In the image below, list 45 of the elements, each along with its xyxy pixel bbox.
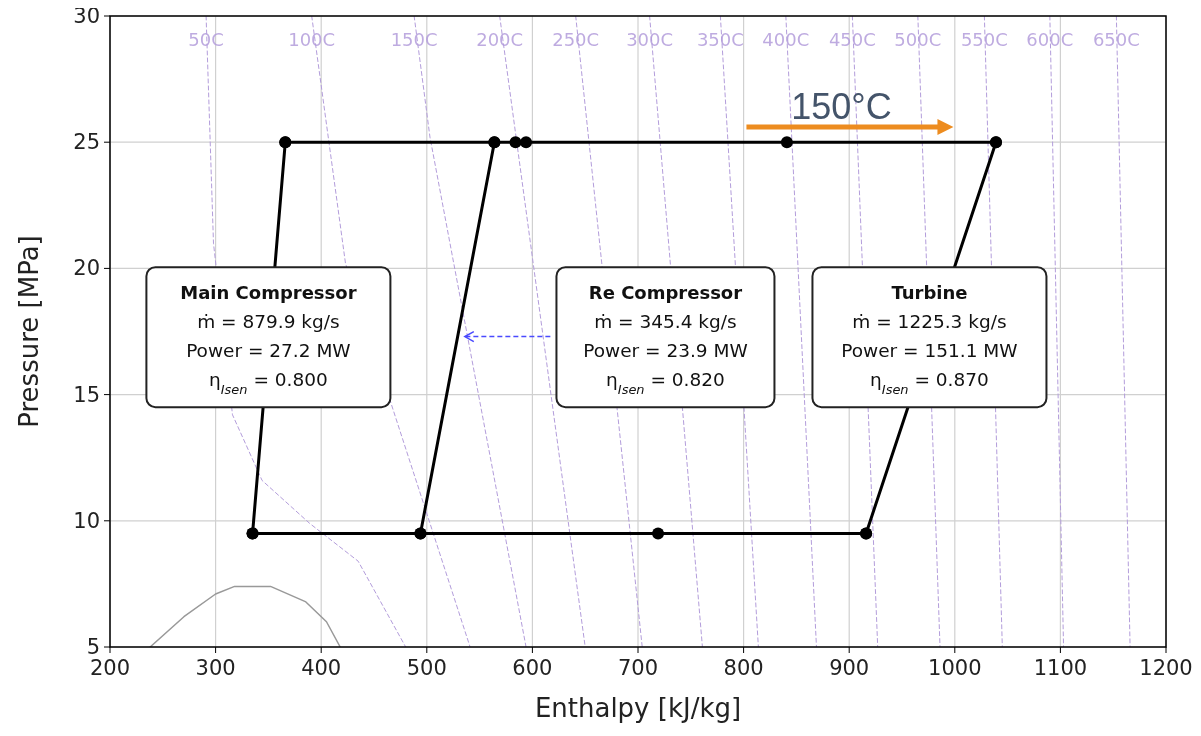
series-label: 350C xyxy=(696,29,744,50)
y-tick-label: 30 xyxy=(73,4,100,28)
annotation: Turbine xyxy=(891,282,968,304)
annotation: η$_{Isen}$ = 0.820 xyxy=(606,369,725,397)
y-tick-label: 25 xyxy=(73,130,100,155)
y-tick-label: 20 xyxy=(73,256,100,281)
series-label: 500C xyxy=(894,29,942,50)
annotation: Power = 27.2 MW xyxy=(186,340,351,362)
series-label: 100C xyxy=(288,29,336,50)
x-tick-label: 1100 xyxy=(1033,656,1088,680)
series-label: 550C xyxy=(960,29,1008,50)
y-tick-label: 5 xyxy=(86,635,100,659)
x-axis-title: Enthalpy [kJ/kg] xyxy=(534,693,742,723)
x-tick-label: 1200 xyxy=(1139,656,1193,680)
x-tick-label: 500 xyxy=(406,656,447,680)
x-tick-label: 600 xyxy=(512,656,553,680)
annotation: 150°C xyxy=(791,86,892,128)
series-label: 300C xyxy=(626,29,674,50)
annotation: η$_{Isen}$ = 0.870 xyxy=(870,369,989,397)
series-label: 150C xyxy=(390,29,438,50)
x-tick-label: 1000 xyxy=(928,656,982,680)
x-tick-label: 700 xyxy=(617,656,659,680)
annotation: η$_{Isen}$ = 0.800 xyxy=(209,369,328,397)
x-tick-label: 300 xyxy=(195,656,236,680)
annotation: ṁ = 345.4 kg/s xyxy=(594,311,737,333)
x-tick-label: 900 xyxy=(829,656,870,680)
series-label: 200C xyxy=(476,29,524,50)
series-label: 600C xyxy=(1026,29,1074,50)
x-tick-label: 400 xyxy=(301,656,342,680)
series-label: 50C xyxy=(188,29,224,50)
y-tick-label: 10 xyxy=(73,508,100,533)
annotation: Power = 151.1 MW xyxy=(841,340,1018,362)
annotation: ṁ = 1225.3 kg/s xyxy=(852,311,1007,333)
annotation: Re Compressor xyxy=(588,282,743,304)
x-tick-label: 800 xyxy=(723,656,764,680)
series-label: 400C xyxy=(762,29,810,50)
y-axis-title: Pressure [MPa] xyxy=(14,235,44,428)
series-label: 250C xyxy=(552,29,600,50)
x-tick-label: 200 xyxy=(89,656,131,680)
annotation: ṁ = 879.9 kg/s xyxy=(197,311,340,333)
annotation: Main Compressor xyxy=(180,282,357,304)
y-tick-label: 15 xyxy=(73,382,100,407)
series-label: 650C xyxy=(1092,29,1140,50)
series-label: 450C xyxy=(828,29,876,50)
annotation: Power = 23.9 MW xyxy=(583,340,748,362)
